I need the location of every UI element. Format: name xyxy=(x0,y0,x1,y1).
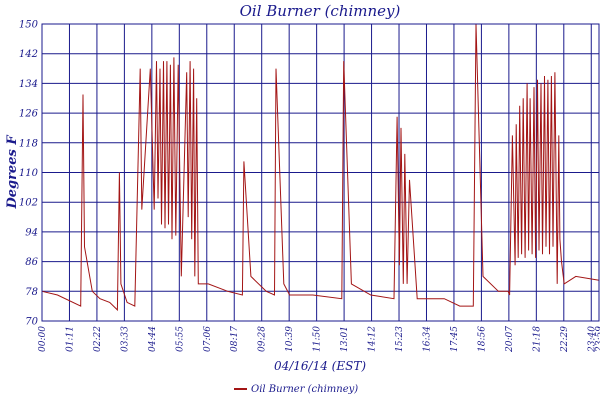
series-line xyxy=(41,23,600,312)
y-tick-label: 142 xyxy=(19,49,38,60)
legend-label: Oil Burner (chimney) xyxy=(251,384,358,395)
y-tick-label: 150 xyxy=(19,20,39,31)
y-tick-label: 110 xyxy=(19,168,39,179)
y-tick-label: 102 xyxy=(19,198,38,209)
y-tick-label: 118 xyxy=(19,138,38,149)
x-tick-label: 02:22 xyxy=(93,326,103,352)
y-tick-label: 126 xyxy=(19,109,39,120)
x-tick-label: 04:44 xyxy=(148,326,158,352)
x-tick-label: 01:11 xyxy=(65,326,75,352)
y-tick-label: 134 xyxy=(19,79,38,90)
x-tick-label: 16:34 xyxy=(422,326,432,352)
x-tick-label: 09:28 xyxy=(258,326,268,352)
x-tick-label: 14:12 xyxy=(368,326,378,352)
x-axis-label: 04/16/14 (EST) xyxy=(274,359,366,373)
x-tick-label: 22:29 xyxy=(560,326,570,353)
y-tick-labels: 70 78 86 94 102 110 118 126 134 142 150 xyxy=(19,20,39,328)
x-tick-label: 23:59 xyxy=(595,326,600,353)
chart-title: Oil Burner (chimney) xyxy=(240,2,401,20)
x-tick-label: 10:39 xyxy=(285,326,295,352)
x-tick-label: 13:01 xyxy=(340,326,350,352)
y-axis-label: Degrees F xyxy=(5,135,20,210)
y-tick-label: 94 xyxy=(25,227,38,238)
x-tick-label: 17:45 xyxy=(450,326,460,352)
x-tick-label: 15:23 xyxy=(395,326,405,352)
x-tick-label: 11:50 xyxy=(313,326,323,352)
y-tick-label: 78 xyxy=(25,287,38,298)
x-tick-label: 05:55 xyxy=(175,326,185,352)
x-tick-label: 08:17 xyxy=(230,326,240,352)
x-tick-label: 21:18 xyxy=(532,326,542,353)
x-tick-label: 20:07 xyxy=(505,326,515,353)
plot-frame xyxy=(41,23,600,322)
x-tick-label: 23:40 xyxy=(587,326,597,353)
y-tick-label: 70 xyxy=(25,317,38,328)
y-tick-label: 86 xyxy=(25,257,38,268)
series-layer xyxy=(41,23,600,312)
x-tick-labels: 00:00 01:11 02:22 03:33 04:44 05:55 07:06 08:17… xyxy=(38,326,600,353)
legend: Oil Burner (chimney) xyxy=(234,384,358,395)
x-tick-label: 03:33 xyxy=(120,326,130,352)
x-tick-label: 07:06 xyxy=(203,326,213,352)
x-tick-label: 00:00 xyxy=(38,326,48,352)
x-tick-label: 18:56 xyxy=(477,326,487,352)
